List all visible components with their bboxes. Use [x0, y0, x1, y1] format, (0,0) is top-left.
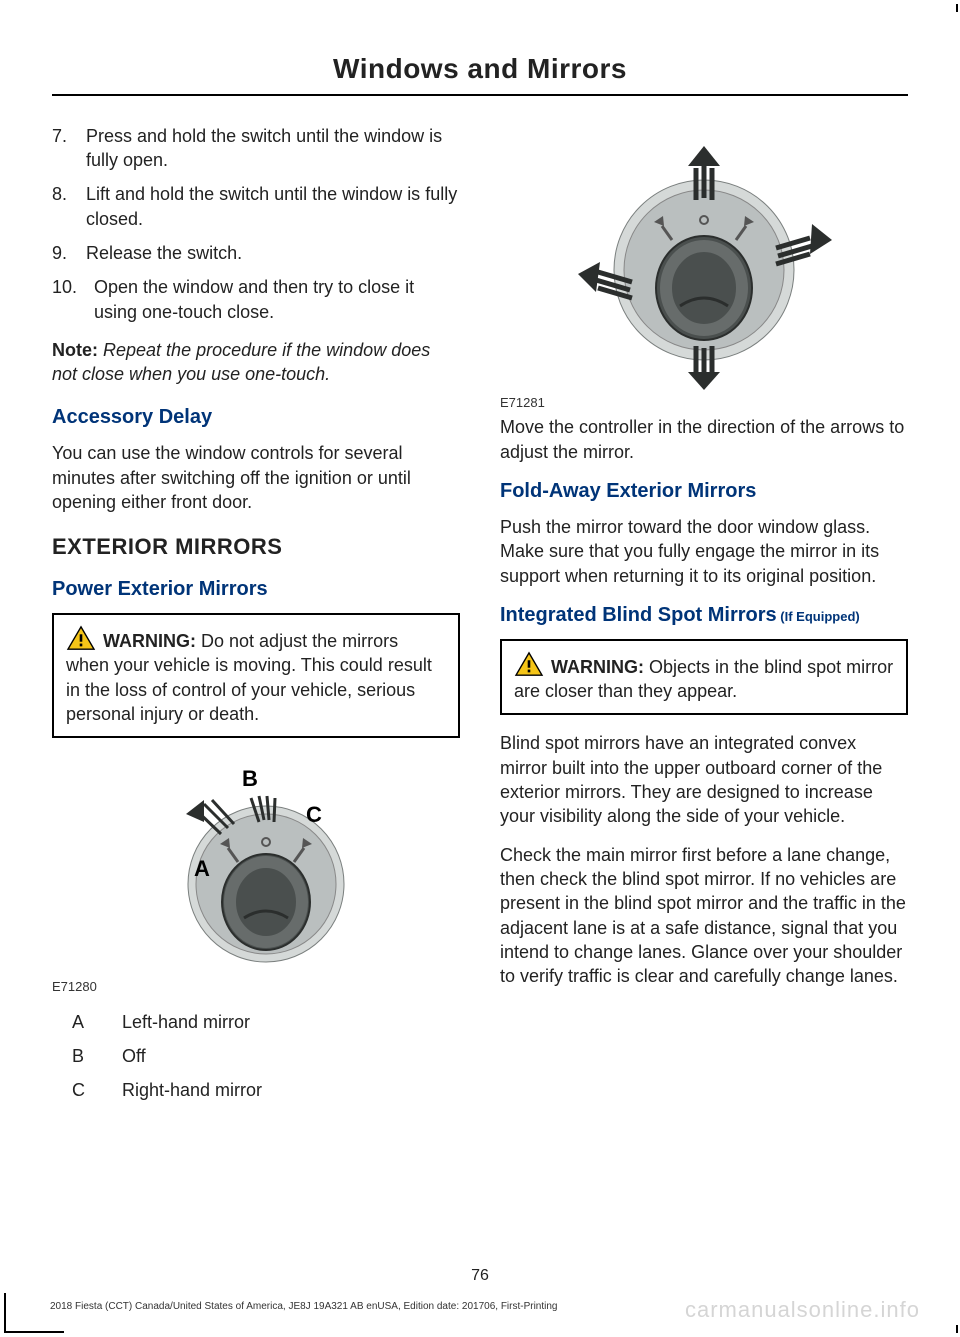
list-text: Open the window and then try to close it… [94, 275, 460, 324]
heading-suffix: (If Equipped) [777, 609, 860, 624]
heading-power-mirrors: Power Exterior Mirrors [52, 576, 460, 603]
chapter-title: Windows and Mirrors [52, 50, 908, 88]
para-blind-1: Blind spot mirrors have an integrated co… [500, 731, 908, 828]
heading-accessory-delay: Accessory Delay [52, 404, 460, 431]
list-text: Press and hold the switch until the wind… [86, 124, 460, 173]
figure-id: E71281 [500, 394, 545, 412]
para-accessory: You can use the window controls for seve… [52, 441, 460, 514]
title-rule [52, 94, 908, 96]
crop-mark [4, 1293, 64, 1333]
note-label: Note: [52, 340, 98, 360]
list-num: 7. [52, 124, 86, 173]
legend-val: Off [122, 1044, 146, 1068]
mirror-selector-diagram: A B C [136, 754, 376, 974]
legend-val: Right-hand mirror [122, 1078, 262, 1102]
figure-1: A B C E71280 [52, 754, 460, 996]
para-fold: Push the mirror toward the door window g… [500, 515, 908, 588]
para-blind-2: Check the main mirror first before a lan… [500, 843, 908, 989]
figure-id: E71280 [52, 978, 97, 996]
list-text: Lift and hold the switch until the windo… [86, 182, 460, 231]
legend-key: C [72, 1078, 122, 1102]
warning-box-1: WARNING: Do not adjust the mirrors when … [52, 613, 460, 738]
svg-text:A: A [194, 856, 210, 881]
numbered-list: 7.Press and hold the switch until the wi… [52, 124, 460, 324]
legend-list: ALeft-hand mirror BOff CRight-hand mirro… [72, 1010, 460, 1103]
heading-exterior-mirrors: EXTERIOR MIRRORS [52, 532, 460, 562]
note: Note: Repeat the procedure if the window… [52, 338, 460, 387]
list-num: 10. [52, 275, 94, 324]
legend-key: B [72, 1044, 122, 1068]
warning-label: WARNING: [551, 657, 644, 677]
warning-icon [66, 625, 96, 651]
list-num: 8. [52, 182, 86, 231]
warning-icon [514, 651, 544, 677]
warning-label: WARNING: [103, 631, 196, 651]
svg-text:B: B [242, 766, 258, 791]
list-num: 9. [52, 241, 86, 265]
mirror-adjust-diagram [554, 140, 854, 390]
legend-val: Left-hand mirror [122, 1010, 250, 1034]
crop-mark [956, 4, 958, 12]
left-column: 7.Press and hold the switch until the wi… [52, 124, 460, 1117]
crop-mark [956, 1325, 958, 1333]
right-column: E71281 Move the controller in the direct… [500, 124, 908, 1117]
heading-text: Integrated Blind Spot Mirrors [500, 604, 777, 626]
heading-fold-away: Fold-Away Exterior Mirrors [500, 478, 908, 505]
list-text: Release the switch. [86, 241, 460, 265]
figure-2: E71281 [500, 140, 908, 412]
para-move: Move the controller in the direction of … [500, 415, 908, 464]
svg-text:C: C [306, 802, 322, 827]
heading-blind-spot: Integrated Blind Spot Mirrors (If Equipp… [500, 602, 908, 629]
legend-key: A [72, 1010, 122, 1034]
watermark: carmanualsonline.info [685, 1295, 920, 1325]
note-text: Repeat the procedure if the window does … [52, 340, 430, 384]
warning-box-2: WARNING: Objects in the blind spot mirro… [500, 639, 908, 716]
page-number: 76 [0, 1265, 960, 1287]
footer-edition: 2018 Fiesta (CCT) Canada/United States o… [50, 1300, 558, 1314]
